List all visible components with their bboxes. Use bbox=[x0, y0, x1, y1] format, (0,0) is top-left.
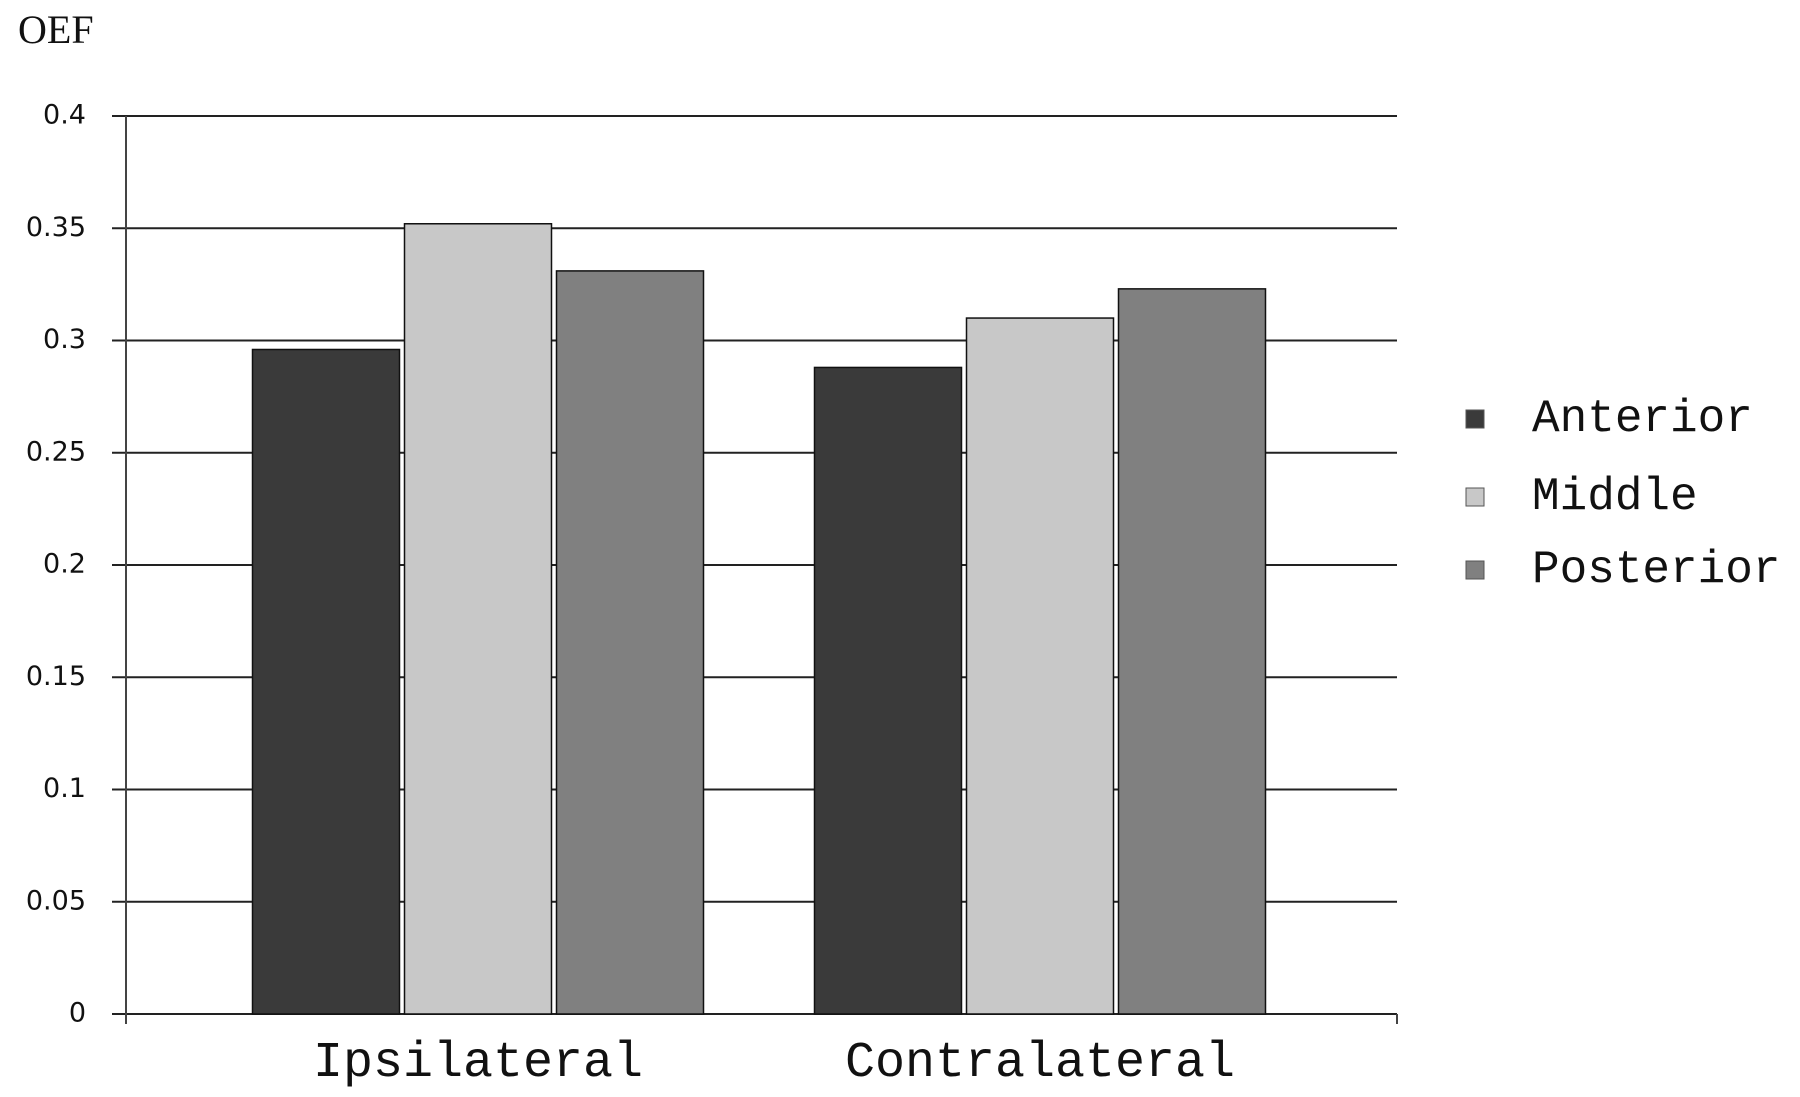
bar bbox=[251, 348, 401, 1015]
axis-title: OEF bbox=[18, 7, 94, 52]
y-tick-label: 0.15 bbox=[26, 661, 86, 692]
legend-swatch bbox=[1465, 560, 1485, 580]
bar bbox=[1117, 288, 1267, 1015]
y-tick-label: 0.35 bbox=[26, 212, 86, 243]
bar bbox=[403, 223, 553, 1015]
bar bbox=[813, 366, 963, 1015]
y-tick-label: 0.05 bbox=[26, 885, 86, 916]
y-tick-label: 0.3 bbox=[43, 324, 86, 355]
legend-label: Middle bbox=[1532, 471, 1698, 523]
bar bbox=[965, 317, 1115, 1015]
x-tick-label: Ipsilateral bbox=[313, 1035, 643, 1092]
y-tick-label: 0.1 bbox=[43, 773, 86, 804]
y-tick-label: 0.2 bbox=[43, 549, 86, 580]
y-tick-label: 0.4 bbox=[43, 100, 86, 131]
x-tick-label: Contralateral bbox=[845, 1035, 1235, 1092]
bar bbox=[555, 270, 705, 1015]
legend-swatch bbox=[1465, 487, 1485, 507]
legend-label: Anterior bbox=[1532, 393, 1753, 445]
legend-swatch bbox=[1465, 409, 1485, 429]
y-tick-label: 0 bbox=[69, 998, 86, 1029]
legend-label: Posterior bbox=[1532, 544, 1780, 596]
y-tick-label: 0.25 bbox=[26, 436, 86, 467]
